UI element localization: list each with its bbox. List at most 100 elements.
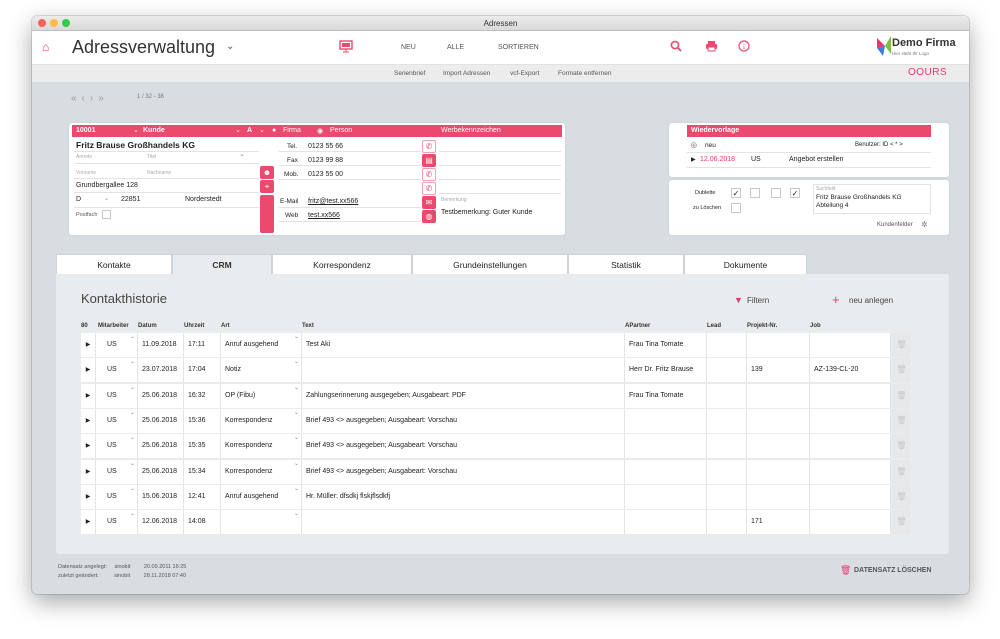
expand-arrow-icon[interactable]: ▶ [81,459,96,484]
time-cell[interactable]: 14:08 [184,510,221,535]
partner-cell[interactable]: Frau Tina Tomate [625,383,707,408]
chevron-down-icon[interactable]: ⌄ [130,485,136,492]
chevron-down-icon[interactable]: ⌄ [239,151,245,158]
radio-firma-icon[interactable]: ● [272,127,277,134]
job-cell[interactable] [810,510,891,535]
partner-cell[interactable] [625,510,707,535]
fax-field[interactable]: 0123 99 88 [308,157,344,164]
postfach-checkbox[interactable] [102,210,111,219]
contact-id[interactable]: 10001 [76,127,96,134]
trash-icon[interactable]: 🗑 [892,434,911,459]
text-cell[interactable] [302,510,625,535]
lead-cell[interactable] [707,358,747,383]
lead-cell[interactable] [707,484,747,509]
trash-icon[interactable]: 🗑 [892,510,911,535]
date-cell[interactable]: 12.06.2018 [138,510,184,535]
project-cell[interactable]: 139 [747,358,810,383]
column-header[interactable]: 80 [81,323,88,329]
nav-new[interactable]: NEU [401,44,416,51]
partner-cell[interactable]: Frau Tina Tomate [625,333,707,357]
date-cell[interactable]: 25.06.2018 [138,434,184,459]
nachname-field[interactable]: Nachname [147,170,172,176]
column-header[interactable]: Mitarbeiter [98,323,129,329]
text-cell[interactable]: Zahlungserinnerung ausgegeben; Ausgabear… [302,383,625,408]
suchfeld-box[interactable]: Suchfeld Fritz Brause Großhandels KG Abt… [813,184,931,214]
time-cell[interactable]: 17:11 [184,333,221,357]
table-row[interactable]: ▶ ⌄ US 25.06.2018 15:35 ⌄ Korrespondenz Brief 4… [81,434,891,459]
expand-arrow-icon[interactable]: ▶ [81,510,96,535]
company-name[interactable]: Fritz Brause Großhandels KG [76,140,196,150]
project-cell[interactable] [747,383,810,408]
date-cell[interactable]: 11.09.2018 [138,333,184,357]
project-cell[interactable] [747,434,810,459]
chevron-down-icon[interactable]: ⌄ [294,359,300,366]
subnav-import[interactable]: Import Adressen [443,70,491,77]
salutation-code[interactable]: A [247,127,253,134]
time-cell[interactable]: 15:35 [184,434,221,459]
mail-icon[interactable]: ✉ [422,196,436,209]
employee-cell[interactable]: US [98,484,138,509]
lead-cell[interactable] [707,408,747,433]
table-row[interactable]: ▶ ⌄ US 25.06.2018 15:34 ⌄ Korrespondenz Brief 4… [81,459,891,484]
add-icon[interactable]: + [832,292,840,307]
type-cell[interactable]: OP (Fibu) [221,383,302,408]
table-row[interactable]: ▶ ⌄ US 12.06.2018 14:08 ⌄ 171 [81,510,891,535]
column-header[interactable]: Text [302,323,314,329]
trash-icon[interactable]: 🗑 [892,484,911,509]
table-row[interactable]: ▶ ⌄ US 23.07.2018 17:04 ⌄ Notiz Herr Dr. Fritz … [81,358,891,383]
tab-crm[interactable]: CRM [172,254,272,274]
dublette-checkbox-3[interactable] [771,188,781,198]
tab-kontakte[interactable]: Kontakte [56,254,172,274]
text-cell[interactable] [302,358,625,383]
chevron-down-icon[interactable]: ⌄ [294,460,300,467]
expand-arrow-icon[interactable]: ▶ [81,434,96,459]
job-cell[interactable] [810,408,891,433]
job-cell[interactable] [810,459,891,484]
chevron-down-icon[interactable]: ⌄ [133,127,139,134]
chevron-down-icon[interactable]: ⌄ [294,384,300,391]
gear-icon[interactable]: ✲ [921,220,928,229]
partner-cell[interactable] [625,459,707,484]
type-cell[interactable]: Notiz [221,358,302,383]
trash-icon[interactable]: 🗑 [892,383,911,408]
street-field[interactable]: Grundbergallee 128 [76,182,138,189]
print-icon[interactable] [705,40,718,52]
chevron-down-icon[interactable]: ⌄ [104,196,110,202]
table-row[interactable]: ▶ ⌄ US 25.06.2018 16:32 ⌄ OP (Fibu) Zahlungseri… [81,383,891,408]
zu-loeschen-checkbox[interactable] [731,203,741,213]
text-cell[interactable]: Brief 493 <> ausgegeben; Ausgabeart: Vor… [302,408,625,433]
chevron-down-icon[interactable]: ⌄ [294,485,300,492]
text-cell[interactable]: Hr. Müller: dfsdkj flskjflsdkfj [302,484,625,509]
pager-arrows[interactable]: «‹›» [71,93,109,104]
type-cell[interactable]: Korrespondenz [221,434,302,459]
nav-sort[interactable]: SORTIEREN [498,44,539,51]
employee-cell[interactable]: US [98,383,138,408]
chevron-down-icon[interactable]: ⌄ [294,409,300,416]
partner-cell[interactable] [625,434,707,459]
subnav-serienbrief[interactable]: Serienbrief [394,70,426,77]
chevron-down-icon[interactable]: ⌄ [130,409,136,416]
dublette-checkbox-1[interactable]: ✓ [731,188,741,198]
chevron-down-icon[interactable]: ⌄ [130,511,136,518]
chevron-down-icon[interactable]: ⌄ [130,384,136,391]
fax-icon[interactable]: ▤ [422,154,436,167]
expand-arrow-icon[interactable]: ▶ [81,333,96,357]
lead-cell[interactable] [707,383,747,408]
column-header[interactable]: Lead [707,323,722,329]
expand-arrow-icon[interactable]: ▶ [81,383,96,408]
chevron-down-icon[interactable]: ⌄ [130,435,136,442]
column-header[interactable]: Art [221,323,230,329]
chevron-down-icon[interactable]: ⌄ [130,334,136,340]
project-cell[interactable]: 171 [747,510,810,535]
type-cell[interactable]: Anruf ausgehend [221,333,302,357]
anrede-field[interactable]: Anrede [76,154,93,160]
employee-cell[interactable]: US [98,459,138,484]
lead-cell[interactable] [707,459,747,484]
nav-all[interactable]: ALLE [447,44,465,51]
time-cell[interactable]: 17:04 [184,358,221,383]
partner-cell[interactable]: Herr Dr. Fritz Brause [625,358,707,383]
column-header[interactable]: APartner [625,323,651,329]
filter-icon[interactable]: ▼ [734,295,743,305]
job-cell[interactable] [810,484,891,509]
wiedervorlage-text[interactable]: Angebot erstellen [789,156,844,163]
